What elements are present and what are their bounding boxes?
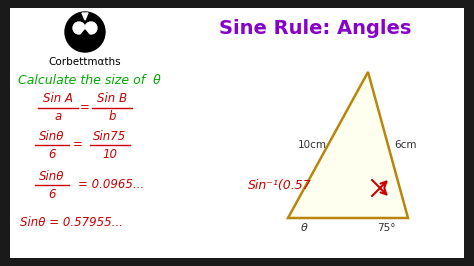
Text: 6cm: 6cm <box>395 140 417 150</box>
Text: Sine Rule: Angles: Sine Rule: Angles <box>219 19 411 38</box>
Text: = 0.0965...: = 0.0965... <box>78 178 144 192</box>
Text: θ: θ <box>301 223 307 233</box>
Circle shape <box>85 22 97 34</box>
Text: Sin A: Sin A <box>43 93 73 106</box>
Polygon shape <box>82 13 88 20</box>
Circle shape <box>73 22 85 34</box>
Text: 6: 6 <box>48 188 56 201</box>
Text: Sinθ: Sinθ <box>39 169 65 182</box>
Text: Calculate the size of  θ: Calculate the size of θ <box>18 73 161 86</box>
Circle shape <box>65 12 105 52</box>
Text: a: a <box>55 110 62 123</box>
Polygon shape <box>288 72 408 218</box>
Text: Sin B: Sin B <box>97 93 127 106</box>
Text: =: = <box>80 102 90 114</box>
Text: Corbettmαths: Corbettmαths <box>49 57 121 67</box>
Text: Sin75: Sin75 <box>93 130 127 143</box>
Polygon shape <box>77 30 93 40</box>
Text: =: = <box>73 139 83 152</box>
Text: 10: 10 <box>102 148 118 160</box>
Text: b: b <box>108 110 116 123</box>
Text: Sinθ: Sinθ <box>39 130 65 143</box>
Text: 75°: 75° <box>377 223 395 233</box>
Text: 6: 6 <box>48 148 56 160</box>
Text: Sinθ = 0.57955...: Sinθ = 0.57955... <box>20 215 123 228</box>
Text: 10cm: 10cm <box>298 140 327 150</box>
Text: Sin⁻¹(0.57: Sin⁻¹(0.57 <box>248 178 312 192</box>
